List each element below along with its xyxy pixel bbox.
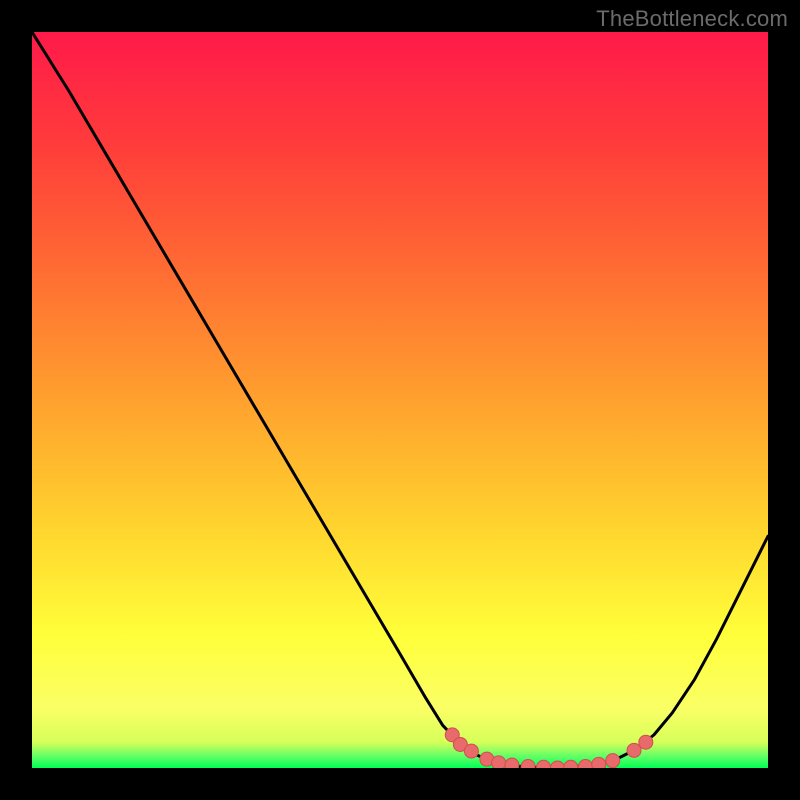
curve-marker xyxy=(537,760,551,768)
curve-marker xyxy=(551,761,565,768)
curve-marker xyxy=(578,760,592,768)
curve-marker xyxy=(627,743,641,757)
curve-marker xyxy=(592,757,606,768)
watermark-text: TheBottleneck.com xyxy=(596,6,788,32)
curve-marker xyxy=(521,760,535,768)
plot-area xyxy=(32,32,768,768)
curve-marker xyxy=(492,756,506,768)
curve-marker xyxy=(464,744,478,758)
curve-marker xyxy=(606,754,620,768)
curve-marker xyxy=(564,760,578,768)
bottleneck-curve xyxy=(32,32,768,768)
chart-frame: TheBottleneck.com xyxy=(0,0,800,800)
curve-marker xyxy=(639,735,653,749)
curve-marker xyxy=(505,758,519,768)
